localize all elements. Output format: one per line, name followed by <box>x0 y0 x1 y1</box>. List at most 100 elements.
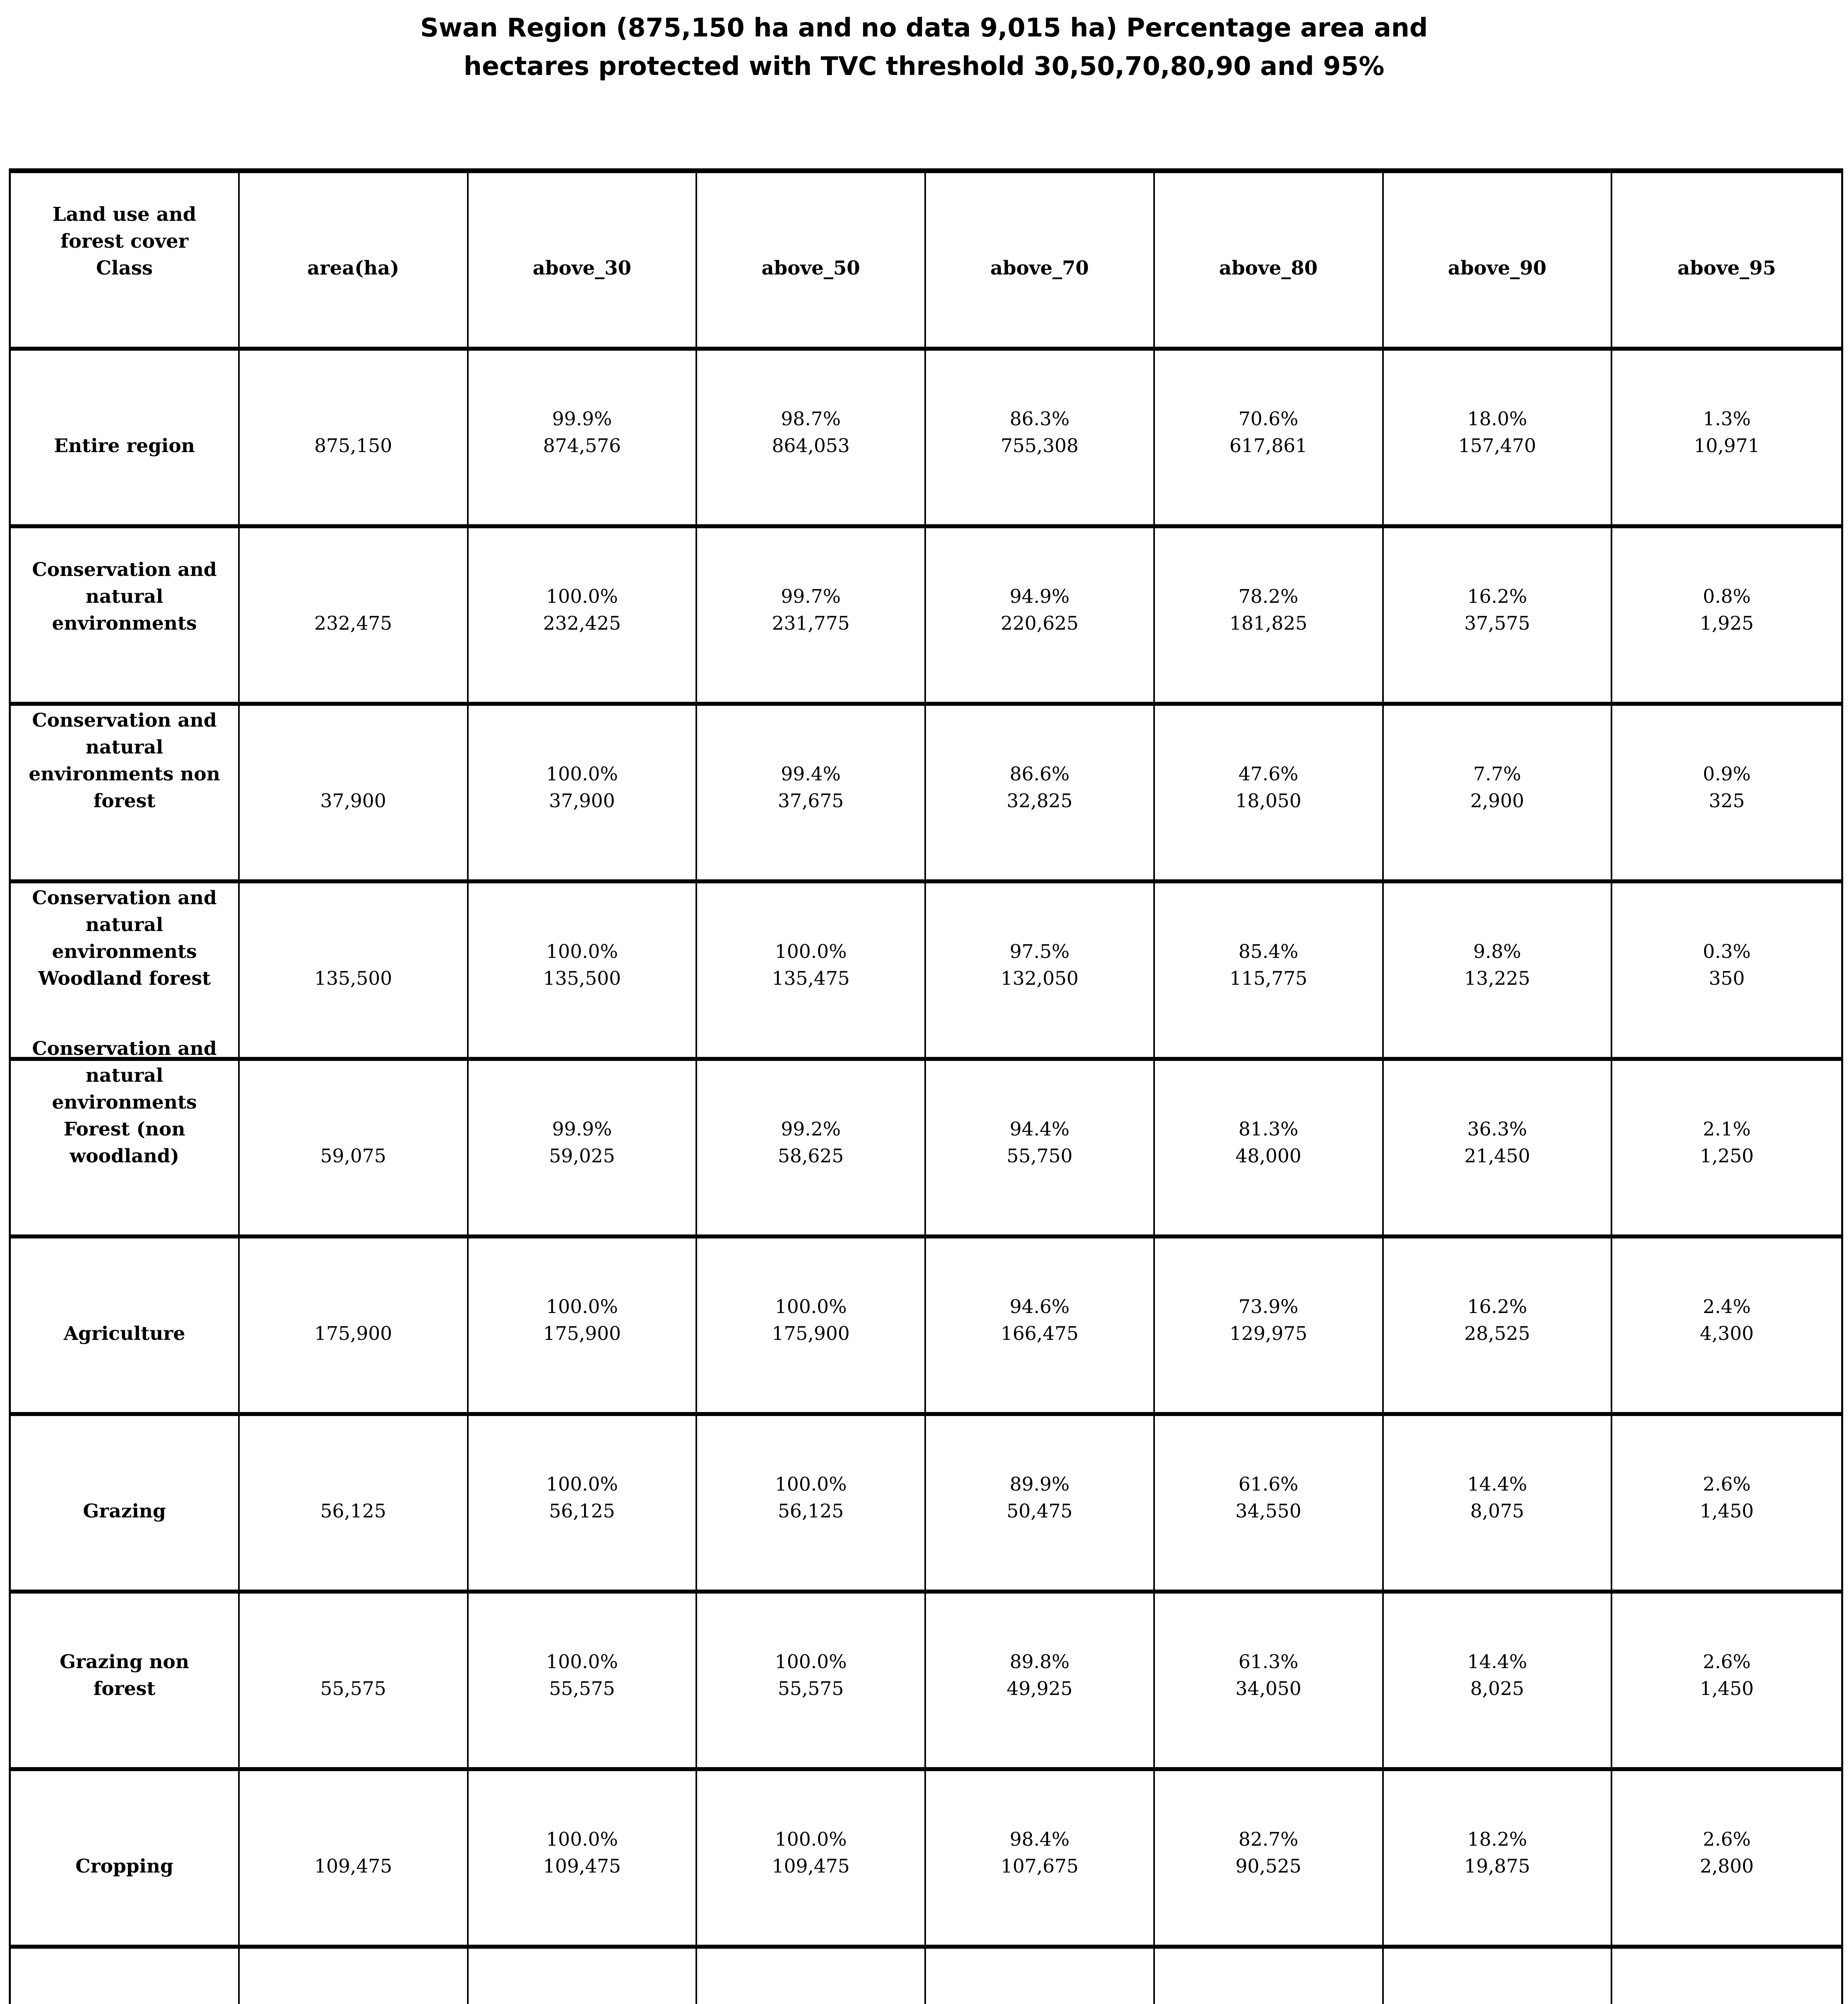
pct-ha-cell: 14.4% 8,075 <box>1383 1416 1613 1594</box>
hectares-value: 37,575 <box>1464 612 1531 634</box>
pct-ha-cell: 86.3% 755,308 <box>926 351 1155 528</box>
hectares-value: 2,900 <box>1470 790 1524 812</box>
percent-value: 94.4% <box>1009 1118 1070 1140</box>
percent-value: 61.6% <box>1238 1473 1298 1495</box>
page-title-line1: Swan Region (875,150 ha and no data 9,01… <box>420 13 1428 43</box>
row-area-cell: 232,475 <box>239 528 469 706</box>
pct-ha-cell: 61.6% 34,550 <box>1154 1416 1384 1594</box>
row-label-cell: Irrigation <box>11 1949 240 2004</box>
pct-ha-cell: 94.6% 166,475 <box>926 1238 1155 1416</box>
pct-ha-cell: 100.0% 37,900 <box>468 706 698 883</box>
hectares-value: 48,000 <box>1235 1145 1302 1167</box>
pct-ha-cell: 98.4% 107,675 <box>926 1771 1155 1949</box>
row-label-cell: Conservation and natural environments <box>11 528 240 706</box>
hectares-value: 56,125 <box>778 1500 844 1522</box>
hectares-value: 59,025 <box>549 1145 615 1167</box>
percent-value: 16.2% <box>1467 585 1527 608</box>
hectares-value: 18,050 <box>1235 790 1302 812</box>
pct-ha-cell: 81.3% 48,000 <box>1154 1061 1384 1238</box>
percent-value: 100.0% <box>775 1650 847 1673</box>
percent-value: 2.6% <box>1702 1828 1751 1850</box>
percent-value: 14.4% <box>1467 1650 1527 1673</box>
pct-ha-cell: 100.0% 55,575 <box>468 1594 698 1771</box>
pct-ha-cell: 99.2% 58,625 <box>697 1061 926 1238</box>
column-header-above70: above_70 <box>926 173 1155 351</box>
percent-value: 99.9% <box>552 1118 612 1140</box>
hectares-value: 1,450 <box>1700 1500 1754 1522</box>
hectares-value: 115,775 <box>1229 967 1308 990</box>
hectares-value: 90,525 <box>1235 1855 1302 1877</box>
column-header-above95: above_95 <box>1612 173 1841 351</box>
hectares-value: 874,576 <box>543 434 621 457</box>
percent-value: 2.6% <box>1702 1650 1751 1673</box>
percent-value: 100.0% <box>546 1828 618 1850</box>
pct-ha-cell: 100.0% 232,425 <box>468 528 698 706</box>
hectares-value: 109,475 <box>543 1855 621 1877</box>
pct-ha-cell: 70.6% 617,861 <box>1154 351 1384 528</box>
pct-ha-cell: 94.4% 55,750 <box>926 1061 1155 1238</box>
percent-value: 98.4% <box>1009 1828 1070 1850</box>
column-header-class: Land use and forest cover Class <box>11 173 240 351</box>
pct-ha-cell: 99.9% 59,025 <box>468 1061 698 1238</box>
percent-value: 1.3% <box>1702 408 1751 430</box>
hectares-value: 13,225 <box>1464 967 1531 990</box>
row-area-cell: 135,500 <box>239 883 469 1061</box>
hectares-value: 37,900 <box>549 790 615 812</box>
row-label-cell: Grazing <box>11 1416 240 1594</box>
pct-ha-cell: 94.9% 220,625 <box>926 528 1155 706</box>
pct-ha-cell: 99.7% 231,775 <box>697 528 926 706</box>
row-label-cell: Cropping <box>11 1771 240 1949</box>
hectares-value: 231,775 <box>772 612 850 634</box>
hectares-value: 28,525 <box>1464 1322 1531 1345</box>
pct-ha-cell: 2.4% 4,300 <box>1612 1238 1841 1416</box>
percent-value: 99.2% <box>780 1118 841 1140</box>
pct-ha-cell: 2.6% 1,450 <box>1612 1594 1841 1771</box>
hectares-value: 21,450 <box>1464 1145 1531 1167</box>
row-area-cell: 875,150 <box>239 351 469 528</box>
hectares-value: 175,900 <box>772 1322 850 1345</box>
pct-ha-cell: 7.7% 2,900 <box>1383 706 1613 883</box>
hectares-value: 220,625 <box>1001 612 1079 634</box>
pct-ha-cell: 2.1% 1,250 <box>1612 1061 1841 1238</box>
hectares-value: 107,675 <box>1001 1855 1079 1877</box>
percent-value: 18.0% <box>1467 408 1527 430</box>
percent-value: 100.0% <box>775 1473 847 1495</box>
percent-value: 7.7% <box>1473 763 1521 785</box>
percent-value: 89.9% <box>1009 1473 1070 1495</box>
percent-value: 94.6% <box>1009 1295 1070 1318</box>
pct-ha-cell: 36.3% 21,450 <box>1383 1061 1613 1238</box>
hectares-value: 37,675 <box>778 790 844 812</box>
page-title-line2: hectares protected with TVC threshold 30… <box>463 52 1385 81</box>
row-label-cell: Agriculture <box>11 1238 240 1416</box>
percent-value: 47.6% <box>1238 763 1298 785</box>
pct-ha-cell: 2.6% 1,450 <box>1612 1416 1841 1594</box>
percent-value: 100.0% <box>546 940 618 963</box>
pct-ha-cell: 78.2% 181,825 <box>1154 528 1384 706</box>
percent-value: 14.4% <box>1467 1473 1527 1495</box>
pct-ha-cell: 14.4% 8,025 <box>1383 1594 1613 1771</box>
pct-ha-cell: 61.3% 34,050 <box>1154 1594 1384 1771</box>
hectares-value: 166,475 <box>1001 1322 1079 1345</box>
percent-value: 100.0% <box>546 1473 618 1495</box>
hectares-value: 755,308 <box>1001 434 1079 457</box>
pct-ha-cell: 18.0% 157,470 <box>1383 351 1613 528</box>
pct-ha-cell: 100.0% 175,900 <box>697 1238 926 1416</box>
percent-value: 2.6% <box>1702 1473 1751 1495</box>
percent-value: 86.3% <box>1009 408 1070 430</box>
hectares-value: 1,250 <box>1700 1145 1754 1167</box>
row-area-cell: 55,575 <box>239 1594 469 1771</box>
hectares-value: 181,825 <box>1229 612 1308 634</box>
percent-value: 100.0% <box>546 1295 618 1318</box>
pct-ha-cell: 0.9% 325 <box>1612 706 1841 883</box>
row-label-cell: Conservation and natural environments Fo… <box>11 1038 240 1238</box>
percent-value: 94.9% <box>1009 585 1070 608</box>
percent-value: 100.0% <box>546 585 618 608</box>
percent-value: 0.8% <box>1702 585 1751 608</box>
hectares-value: 55,575 <box>778 1677 844 1700</box>
page-title: Swan Region (875,150 ha and no data 9,01… <box>0 9 1848 86</box>
pct-ha-cell: 0.5%50 <box>1612 1949 1841 2004</box>
hectares-value: 34,550 <box>1235 1500 1302 1522</box>
percent-value: 86.6% <box>1009 763 1070 785</box>
percent-value: 0.9% <box>1702 763 1751 785</box>
hectares-value: 232,425 <box>543 612 621 634</box>
